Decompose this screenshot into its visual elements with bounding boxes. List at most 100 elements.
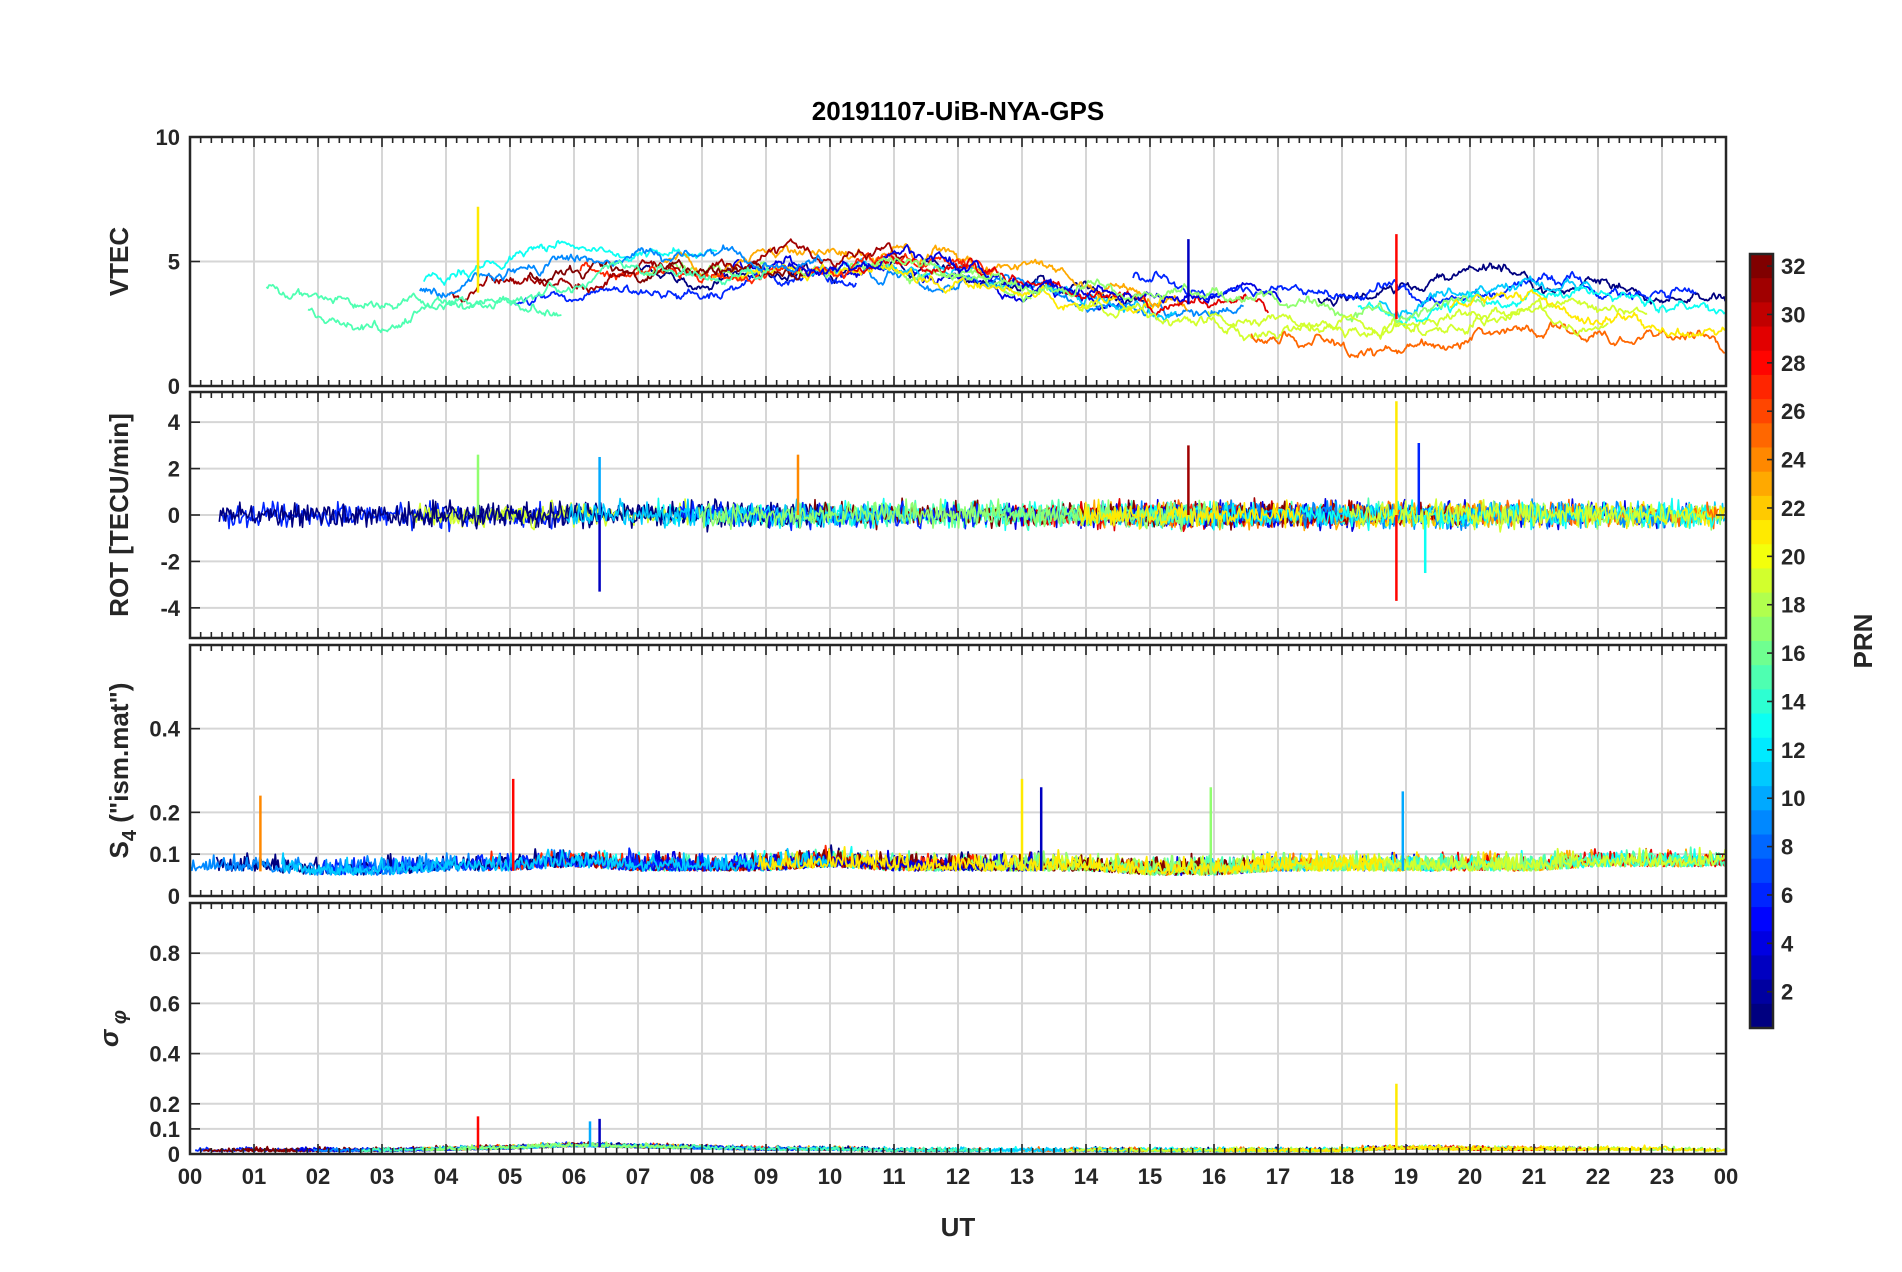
colorbar-tick-label: 10 <box>1781 786 1805 811</box>
colorbar-tick-label: 20 <box>1781 544 1805 569</box>
y-tick-label: -4 <box>160 596 180 621</box>
series-line-prn-17 <box>698 498 1220 532</box>
y-tick-label: 0.6 <box>149 991 180 1016</box>
x-tick-label: 17 <box>1266 1164 1290 1189</box>
colorbar-tick-label: 6 <box>1781 883 1793 908</box>
colorbar-tick-label: 12 <box>1781 738 1805 763</box>
colorbar-cell <box>1750 495 1773 521</box>
series-line-prn-11 <box>281 847 832 876</box>
series-line-prn-13 <box>422 239 718 286</box>
panel-1: 0 5 10 VTEC <box>104 125 1728 399</box>
colorbar-cell <box>1750 326 1773 352</box>
colorbar-cell <box>1750 737 1773 763</box>
colorbar-tick-label: 14 <box>1781 689 1806 714</box>
colorbar-cell <box>1750 713 1773 739</box>
x-tick-label: 03 <box>370 1164 394 1189</box>
series-line-prn-1 <box>1317 262 1726 307</box>
series-line-prn-21 <box>1078 498 1304 530</box>
x-tick-label: 10 <box>818 1164 842 1189</box>
colorbar-cell <box>1750 858 1773 884</box>
y-tick-label: -2 <box>160 549 180 574</box>
colorbar-frame <box>1748 252 1775 1030</box>
colorbar-cell <box>1750 761 1773 787</box>
x-tick-label: 18 <box>1330 1164 1354 1189</box>
colorbar-cell <box>1750 979 1773 1005</box>
colorbar-cell <box>1750 302 1773 328</box>
colorbar-cell <box>1750 616 1773 642</box>
y-tick-label: 0.2 <box>149 800 180 825</box>
colorbar-tick-label: 32 <box>1781 254 1805 279</box>
series-line-prn-31 <box>448 238 906 303</box>
y-tick-label: 5 <box>168 250 180 275</box>
x-tick-label: 00 <box>1714 1164 1738 1189</box>
y-tick-label: 0.4 <box>149 717 180 742</box>
panel-3: 0 0.1 0.2 0.4 S4 ("ism.mat") <box>104 643 1728 909</box>
colorbar-tick-label: 16 <box>1781 641 1805 666</box>
series-line-prn-15 <box>307 296 562 334</box>
colorbar-tick-label: 4 <box>1781 931 1794 956</box>
colorbar-tick-label: 30 <box>1781 302 1805 327</box>
y-tick-label: 0.8 <box>149 941 180 966</box>
series-group <box>218 401 1726 601</box>
x-tick-label: 06 <box>562 1164 586 1189</box>
colorbar-cell <box>1750 882 1773 908</box>
colorbar-cell <box>1750 592 1773 618</box>
y-tick-label: 0.4 <box>149 1042 180 1067</box>
colorbar-tick-label: 8 <box>1781 835 1793 860</box>
x-tick-label: 02 <box>306 1164 330 1189</box>
colorbar-cell <box>1750 399 1773 424</box>
colorbar-tick-label: 24 <box>1781 448 1806 473</box>
colorbar-tick-label: 28 <box>1781 351 1805 376</box>
y-tick-label: 0.1 <box>149 842 180 867</box>
x-tick-label: 09 <box>754 1164 778 1189</box>
y-tick-label: 0.1 <box>149 1117 180 1142</box>
series-line-prn-32 <box>528 258 804 284</box>
colorbar-cell <box>1750 568 1773 594</box>
x-tick-label: 05 <box>498 1164 522 1189</box>
colorbar-cell <box>1750 423 1773 449</box>
x-tick-label: 08 <box>690 1164 714 1189</box>
y-axis-title: ROT [TECU/min] <box>104 413 134 617</box>
series-line-prn-6 <box>1132 270 1697 308</box>
colorbar-cell <box>1750 447 1773 473</box>
y-tick-label: 2 <box>168 457 180 482</box>
x-tick-label: 21 <box>1522 1164 1546 1189</box>
colorbar-cell <box>1750 520 1773 545</box>
x-tick-label: 11 <box>882 1164 905 1189</box>
colorbar-cell <box>1750 955 1773 981</box>
x-tick-label: 14 <box>1074 1164 1099 1189</box>
colorbar-cell <box>1750 931 1773 957</box>
x-tick-label: 23 <box>1650 1164 1674 1189</box>
x-tick-label: 01 <box>242 1164 266 1189</box>
series-line-prn-21 <box>756 846 1385 876</box>
colorbar-cell <box>1750 1003 1773 1029</box>
y-axis-title: S4 ("ism.mat") <box>104 683 141 859</box>
colorbar-tick-label: 18 <box>1781 593 1805 618</box>
y-tick-label: 4 <box>168 410 181 435</box>
series-group <box>195 1083 1726 1153</box>
colorbar-cell <box>1750 544 1773 570</box>
x-tick-label: 13 <box>1010 1164 1034 1189</box>
colorbar-cell <box>1750 471 1773 497</box>
colorbar-tick-label: 26 <box>1781 399 1805 424</box>
colorbar-label: PRN <box>1848 614 1878 669</box>
series-line-prn-19 <box>1303 846 1726 872</box>
x-tick-label: 19 <box>1394 1164 1418 1189</box>
colorbar-cell <box>1750 374 1773 400</box>
colorbar-cell <box>1750 810 1773 836</box>
series-line-prn-15 <box>265 259 770 310</box>
x-tick-label: 12 <box>946 1164 970 1189</box>
colorbar-cell <box>1750 834 1773 860</box>
series-line-prn-21 <box>1449 288 1726 339</box>
series-line-prn-11 <box>565 497 917 529</box>
y-tick-label: 0 <box>168 374 180 399</box>
y-axis-title: σ φ <box>94 1010 131 1047</box>
x-tick-label: 00 <box>178 1164 202 1189</box>
series-group <box>190 778 1726 876</box>
x-tick-label: 20 <box>1458 1164 1482 1189</box>
colorbar-cell <box>1750 689 1773 715</box>
series-line-prn-11 <box>1378 275 1594 320</box>
